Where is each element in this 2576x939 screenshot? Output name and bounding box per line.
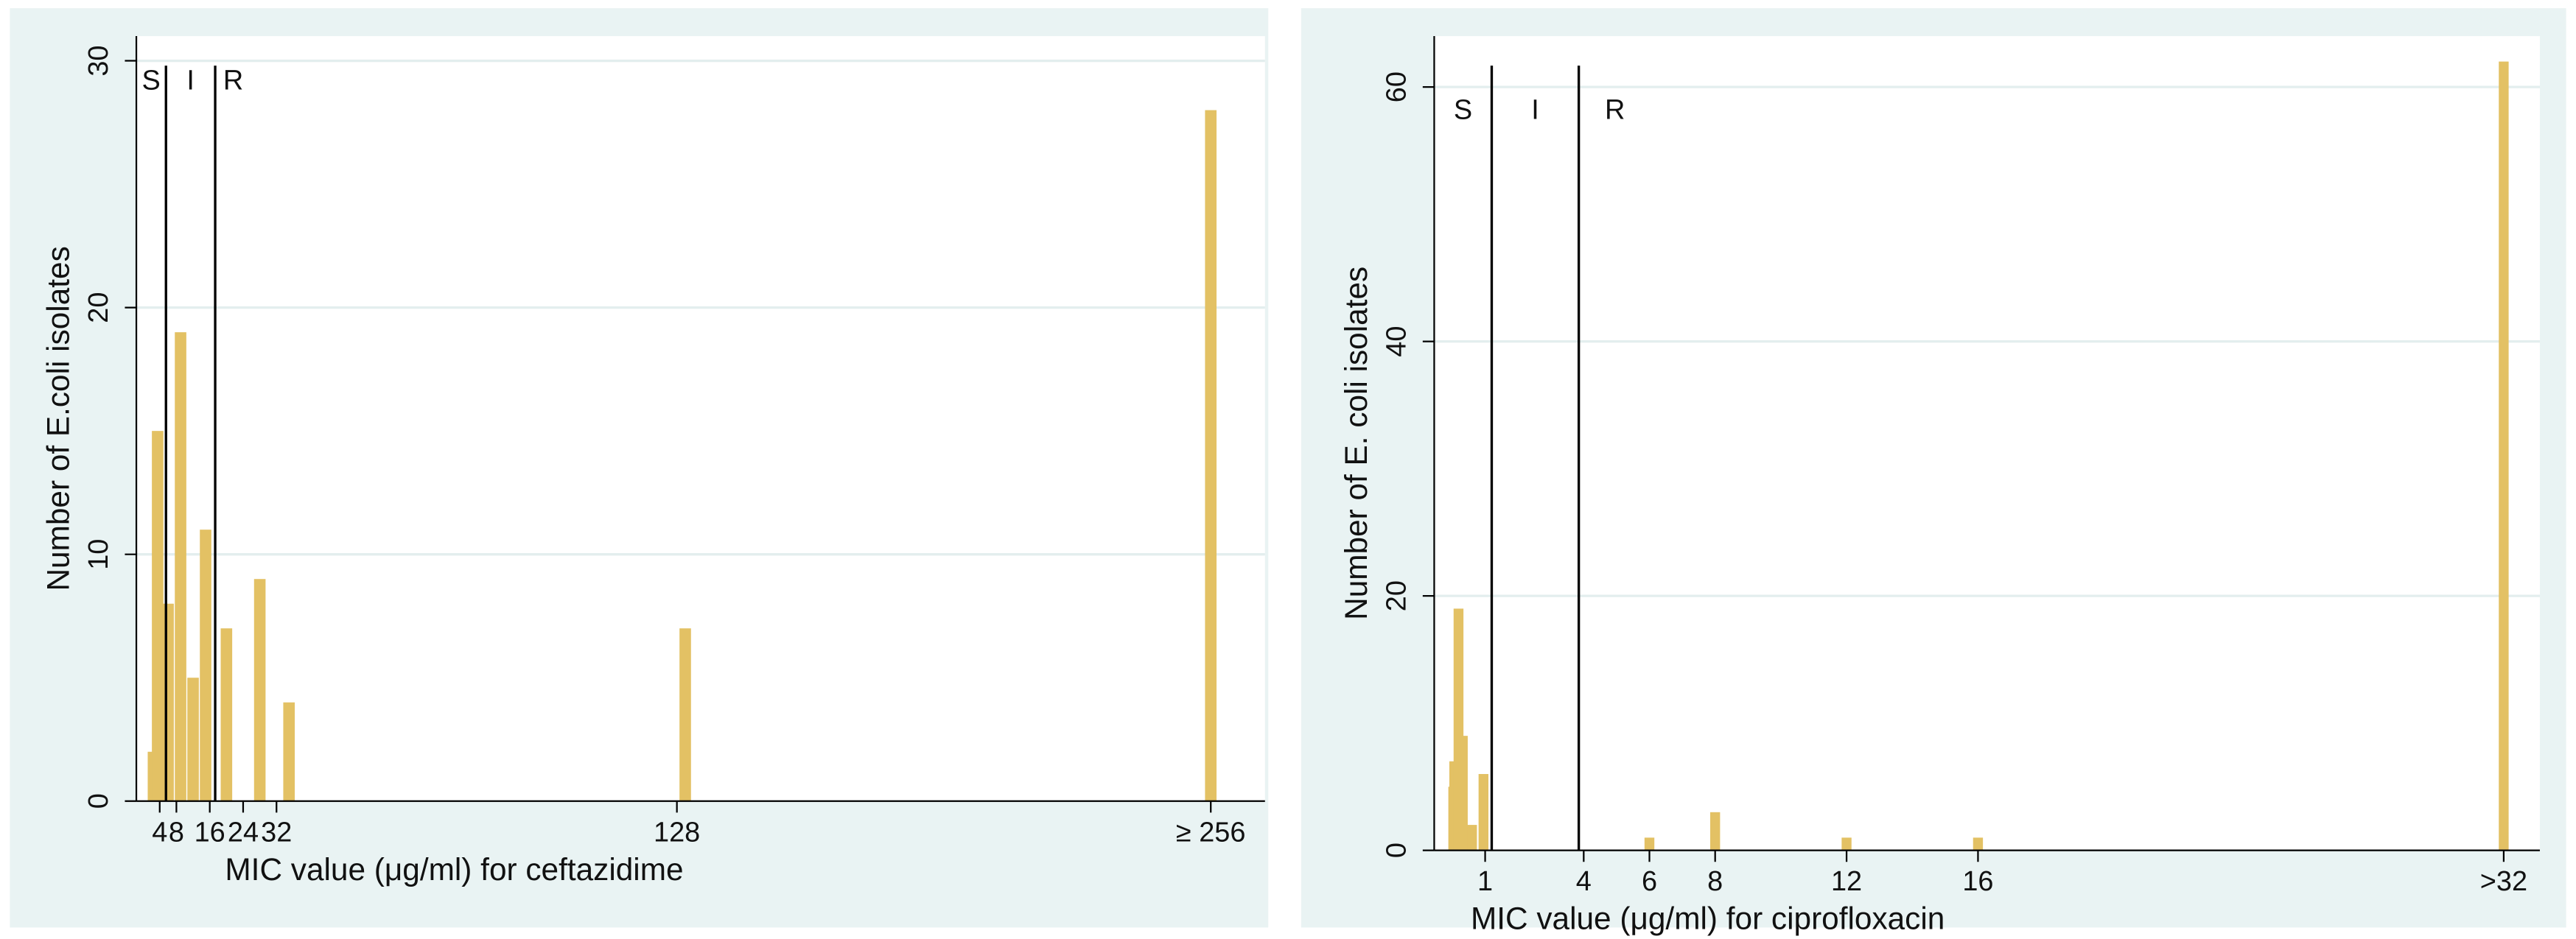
bar (1973, 837, 1984, 851)
bar (1841, 837, 1852, 851)
x-axis-label: MIC value (μg/ml) for ciprofloxacin (1471, 901, 1945, 936)
zone-label: S (142, 65, 161, 96)
x-tick-label: 16 (195, 817, 225, 848)
y-axis-label: Number of E.coli isolates (41, 246, 76, 591)
bar (283, 702, 295, 801)
x-tick-label: 8 (1707, 866, 1723, 897)
y-axis-label: Number of E. coli isolates (1339, 267, 1373, 620)
bar (253, 579, 266, 801)
bar (1478, 773, 1489, 851)
bar (2499, 61, 2509, 851)
bar (1467, 825, 1477, 851)
x-tick-label: 24 (228, 817, 259, 848)
x-tick-label: 1 (1477, 866, 1493, 897)
y-tick-label: 10 (83, 539, 114, 570)
bar (1457, 736, 1468, 851)
bar (162, 603, 174, 801)
x-tick-label: 32 (261, 817, 292, 848)
y-tick-label: 20 (83, 292, 114, 323)
y-tick-label: 20 (1381, 580, 1412, 611)
bar (187, 678, 199, 801)
plot-area (136, 36, 1265, 801)
bar (175, 332, 186, 801)
bar (1644, 837, 1655, 851)
y-tick-label: 0 (1381, 843, 1412, 858)
x-axis-label: MIC value (μg/ml) for ceftazidime (225, 852, 683, 887)
x-tick-label: 128 (654, 817, 700, 848)
x-tick-label: 4 (1576, 866, 1592, 897)
zone-label: R (1605, 95, 1625, 126)
bar (220, 628, 233, 801)
bar (679, 628, 691, 801)
zone-label: S (1454, 95, 1472, 126)
zone-label: I (1531, 95, 1539, 126)
y-tick-label: 60 (1381, 71, 1412, 102)
y-tick-label: 30 (83, 45, 114, 76)
x-tick-label: 16 (1962, 866, 1993, 897)
x-tick-label: >32 (2480, 866, 2527, 897)
bar (200, 530, 211, 801)
bar (1710, 812, 1721, 851)
zone-label: I (186, 65, 195, 96)
plot-area (1434, 36, 2540, 851)
zone-label: R (223, 65, 243, 96)
x-tick-label: 8 (169, 817, 184, 848)
y-tick-label: 40 (1381, 326, 1412, 357)
x-tick-label: 6 (1642, 866, 1657, 897)
y-tick-label: 0 (83, 793, 114, 809)
x-tick-label: 12 (1831, 866, 1862, 897)
bar (1205, 110, 1217, 801)
bar (152, 431, 164, 801)
x-tick-label: ≥ 256 (1176, 817, 1246, 848)
x-tick-label: 4 (152, 817, 167, 848)
